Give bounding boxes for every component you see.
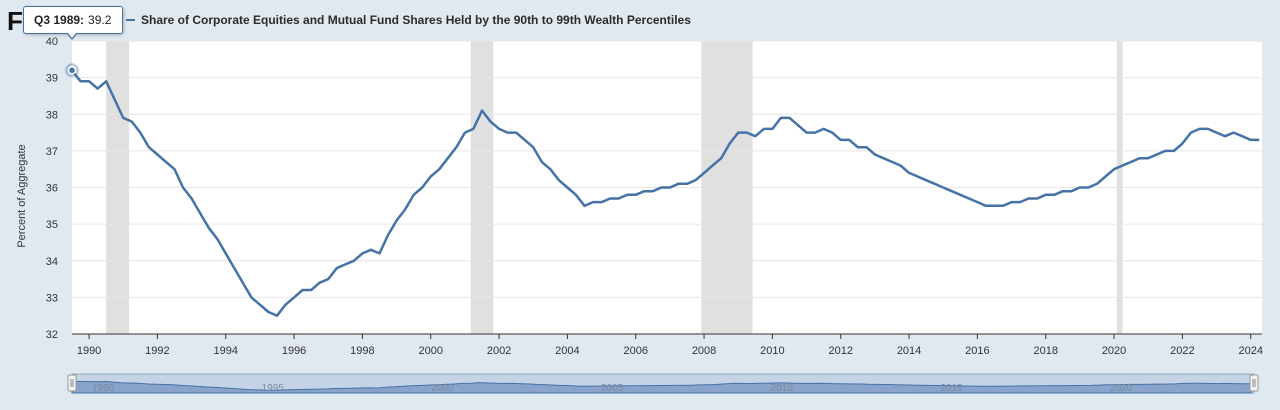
- navigator-tick-label: 2000: [431, 383, 454, 394]
- x-tick-label: 1996: [282, 345, 306, 357]
- navigator-series: [71, 380, 1252, 394]
- hover-marker: [65, 63, 79, 78]
- y-tick-label: 33: [46, 292, 58, 304]
- y-tick-label: 40: [46, 36, 58, 48]
- navigator-tick-label: 2015: [940, 383, 963, 394]
- hover-point: [67, 66, 77, 75]
- navigator-tick-label: 1995: [262, 383, 285, 394]
- chart-title: Share of Corporate Equities and Mutual F…: [141, 13, 691, 27]
- series-line[interactable]: [71, 69, 1260, 317]
- legend: Share of Corporate Equities and Mutual F…: [126, 10, 691, 30]
- tooltip-value: 39.2: [88, 13, 112, 27]
- y-tick-label: 35: [46, 219, 58, 231]
- x-tick-label: 2024: [1238, 345, 1262, 357]
- navigator-tick-label: 1990: [92, 383, 115, 394]
- data-tooltip: Q3 1989: 39.2: [23, 6, 123, 34]
- y-tick-label: 37: [46, 146, 58, 158]
- tooltip-period: Q3 1989:: [34, 13, 85, 27]
- x-tick-label: 1990: [77, 345, 101, 357]
- x-tick-label: 1992: [145, 345, 169, 357]
- navigator-tick-label: 2010: [771, 383, 794, 394]
- navigator-tick-label: 2020: [1110, 383, 1133, 394]
- range-navigator[interactable]: 1990 1995 2000 2005 2010 2015 2020: [67, 373, 1259, 394]
- x-tick-label: 2016: [965, 345, 989, 357]
- x-tick-label: 1998: [350, 345, 374, 357]
- y-tick-label: 39: [46, 73, 58, 85]
- y-tick-label: 36: [46, 183, 58, 195]
- x-tick-label: 2004: [555, 345, 579, 357]
- x-tick-label: 2006: [623, 345, 647, 357]
- x-tick-label: 2012: [828, 345, 852, 357]
- fred-logo[interactable]: F: [7, 6, 23, 36]
- x-tick-label: 2002: [487, 345, 511, 357]
- navigator-handle[interactable]: [1249, 374, 1259, 392]
- x-tick-label: 2010: [760, 345, 784, 357]
- x-tick-label: 2022: [1170, 345, 1194, 357]
- y-tick-label: 38: [46, 109, 58, 121]
- legend-swatch: [126, 19, 135, 21]
- navigator-tick-label: 2005: [601, 383, 624, 394]
- navigator-handle[interactable]: [67, 374, 77, 392]
- x-tick-label: 2008: [692, 345, 716, 357]
- y-tick-label: 32: [46, 329, 58, 341]
- x-tick-label: 2000: [419, 345, 443, 357]
- x-tick-label: 2020: [1102, 345, 1126, 357]
- y-axis-tick-labels: 32 33 34 35 36 37 38 39 40: [46, 36, 58, 341]
- x-tick-label: 2014: [897, 345, 921, 357]
- x-tick-label: 2018: [1033, 345, 1057, 357]
- x-tick-label: 1994: [214, 345, 238, 357]
- tooltip-pointer: [66, 32, 78, 40]
- y-tick-label: 34: [46, 256, 58, 268]
- x-axis-tick-labels: 1990 1992 1994 1996 1998 2000 2002 2004 2006 2008…: [77, 334, 1263, 357]
- y-axis-label: Percent of Aggregate: [16, 144, 28, 247]
